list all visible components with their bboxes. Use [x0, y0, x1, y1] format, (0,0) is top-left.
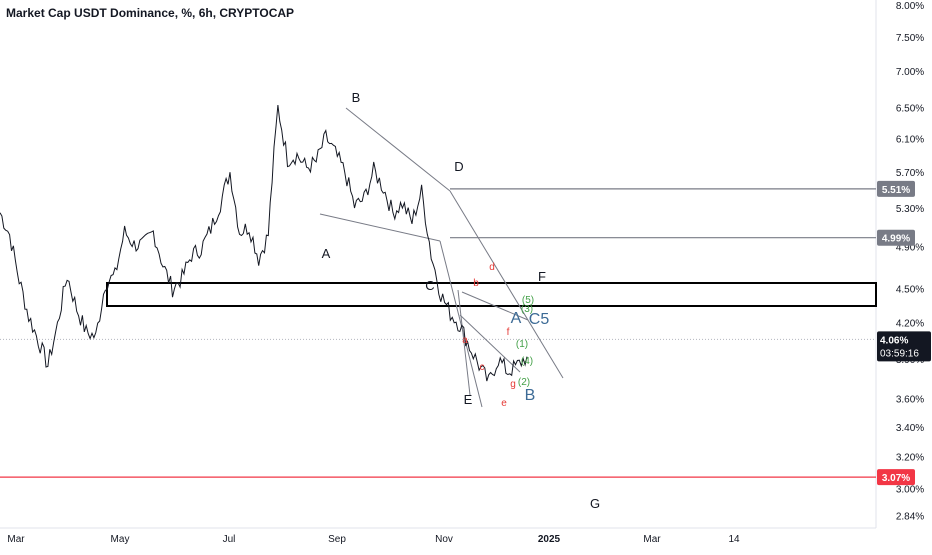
annotation-label-18: (4)	[521, 356, 533, 367]
y-tick-label-14: 3.00%	[896, 484, 924, 495]
current-price-countdown: 03:59:16	[880, 348, 919, 359]
annotation-label-7: A	[511, 310, 522, 327]
y-tick-label-0: 8.00%	[896, 1, 924, 12]
trendline-1	[319, 213, 441, 242]
annotation-label-19: (3)	[521, 304, 533, 315]
y-tick-label-2: 7.00%	[896, 67, 924, 78]
price-tag-bg-0	[877, 180, 915, 197]
annotation-label-1: B	[352, 90, 361, 105]
annotation-label-0: A	[322, 246, 331, 261]
x-tick-label-0: Mar	[7, 534, 25, 545]
y-tick-label-8: 4.50%	[896, 285, 924, 296]
annotation-label-13: d	[489, 262, 495, 273]
annotation-label-17: (5)	[522, 295, 534, 306]
annotation-label-16: g	[510, 379, 516, 390]
trendline-6	[459, 314, 521, 373]
price-tag-label-2: 3.07%	[882, 473, 910, 484]
annotation-label-21: (1)	[516, 339, 528, 350]
y-tick-label-7: 4.90%	[896, 243, 924, 254]
current-price-tag-bg	[877, 331, 931, 362]
trendline-5	[461, 291, 529, 321]
y-tick-label-13: 3.20%	[896, 453, 924, 464]
annotation-label-8: B	[525, 387, 536, 404]
annotation-label-5: F	[538, 269, 546, 284]
x-tick-label-3: Sep	[328, 534, 346, 545]
annotation-label-11: b	[473, 278, 479, 289]
trendline-3	[439, 240, 483, 408]
annotation-label-20: (2)	[518, 377, 530, 388]
price-tag-bg-2	[877, 469, 915, 486]
annotation-label-10: a	[462, 335, 468, 346]
y-tick-label-5: 5.70%	[896, 168, 924, 179]
trendline-0	[345, 107, 451, 192]
x-tick-label-5: 2025	[538, 534, 561, 545]
annotation-label-2: C	[425, 278, 434, 293]
price-series-line	[0, 104, 528, 382]
chart-title: Market Cap USDT Dominance, %, 6h, CRYPTO…	[6, 6, 295, 20]
annotation-label-6: G	[590, 496, 600, 511]
price-tag-label-0: 5.51%	[882, 185, 910, 196]
annotation-label-15: f	[507, 327, 510, 338]
annotation-label-3: D	[454, 159, 463, 174]
x-tick-label-6: Mar	[643, 534, 661, 545]
annotation-label-12: c	[480, 362, 485, 373]
x-tick-label-7: 14	[728, 534, 740, 545]
annotation-label-9: C5	[529, 311, 550, 328]
annotation-label-14: e	[501, 398, 507, 409]
x-tick-label-1: May	[111, 534, 130, 545]
support-box	[106, 282, 877, 307]
annotation-label-4: E	[464, 392, 473, 407]
x-tick-label-4: Nov	[435, 534, 453, 545]
y-tick-label-12: 3.40%	[896, 423, 924, 434]
current-price-label: 4.06%	[880, 335, 908, 346]
trendline-2	[449, 190, 564, 379]
y-tick-label-15: 2.84%	[896, 511, 924, 522]
x-tick-label-2: Jul	[223, 534, 236, 545]
y-tick-label-4: 6.10%	[896, 135, 924, 146]
y-tick-label-6: 5.30%	[896, 204, 924, 215]
trendline-4	[457, 289, 471, 396]
y-tick-label-3: 6.50%	[896, 103, 924, 114]
y-tick-label-1: 7.50%	[896, 33, 924, 44]
y-tick-label-11: 3.60%	[896, 395, 924, 406]
y-tick-label-9: 4.20%	[896, 319, 924, 330]
price-tag-bg-1	[877, 229, 915, 246]
price-tag-label-1: 4.99%	[882, 234, 910, 245]
